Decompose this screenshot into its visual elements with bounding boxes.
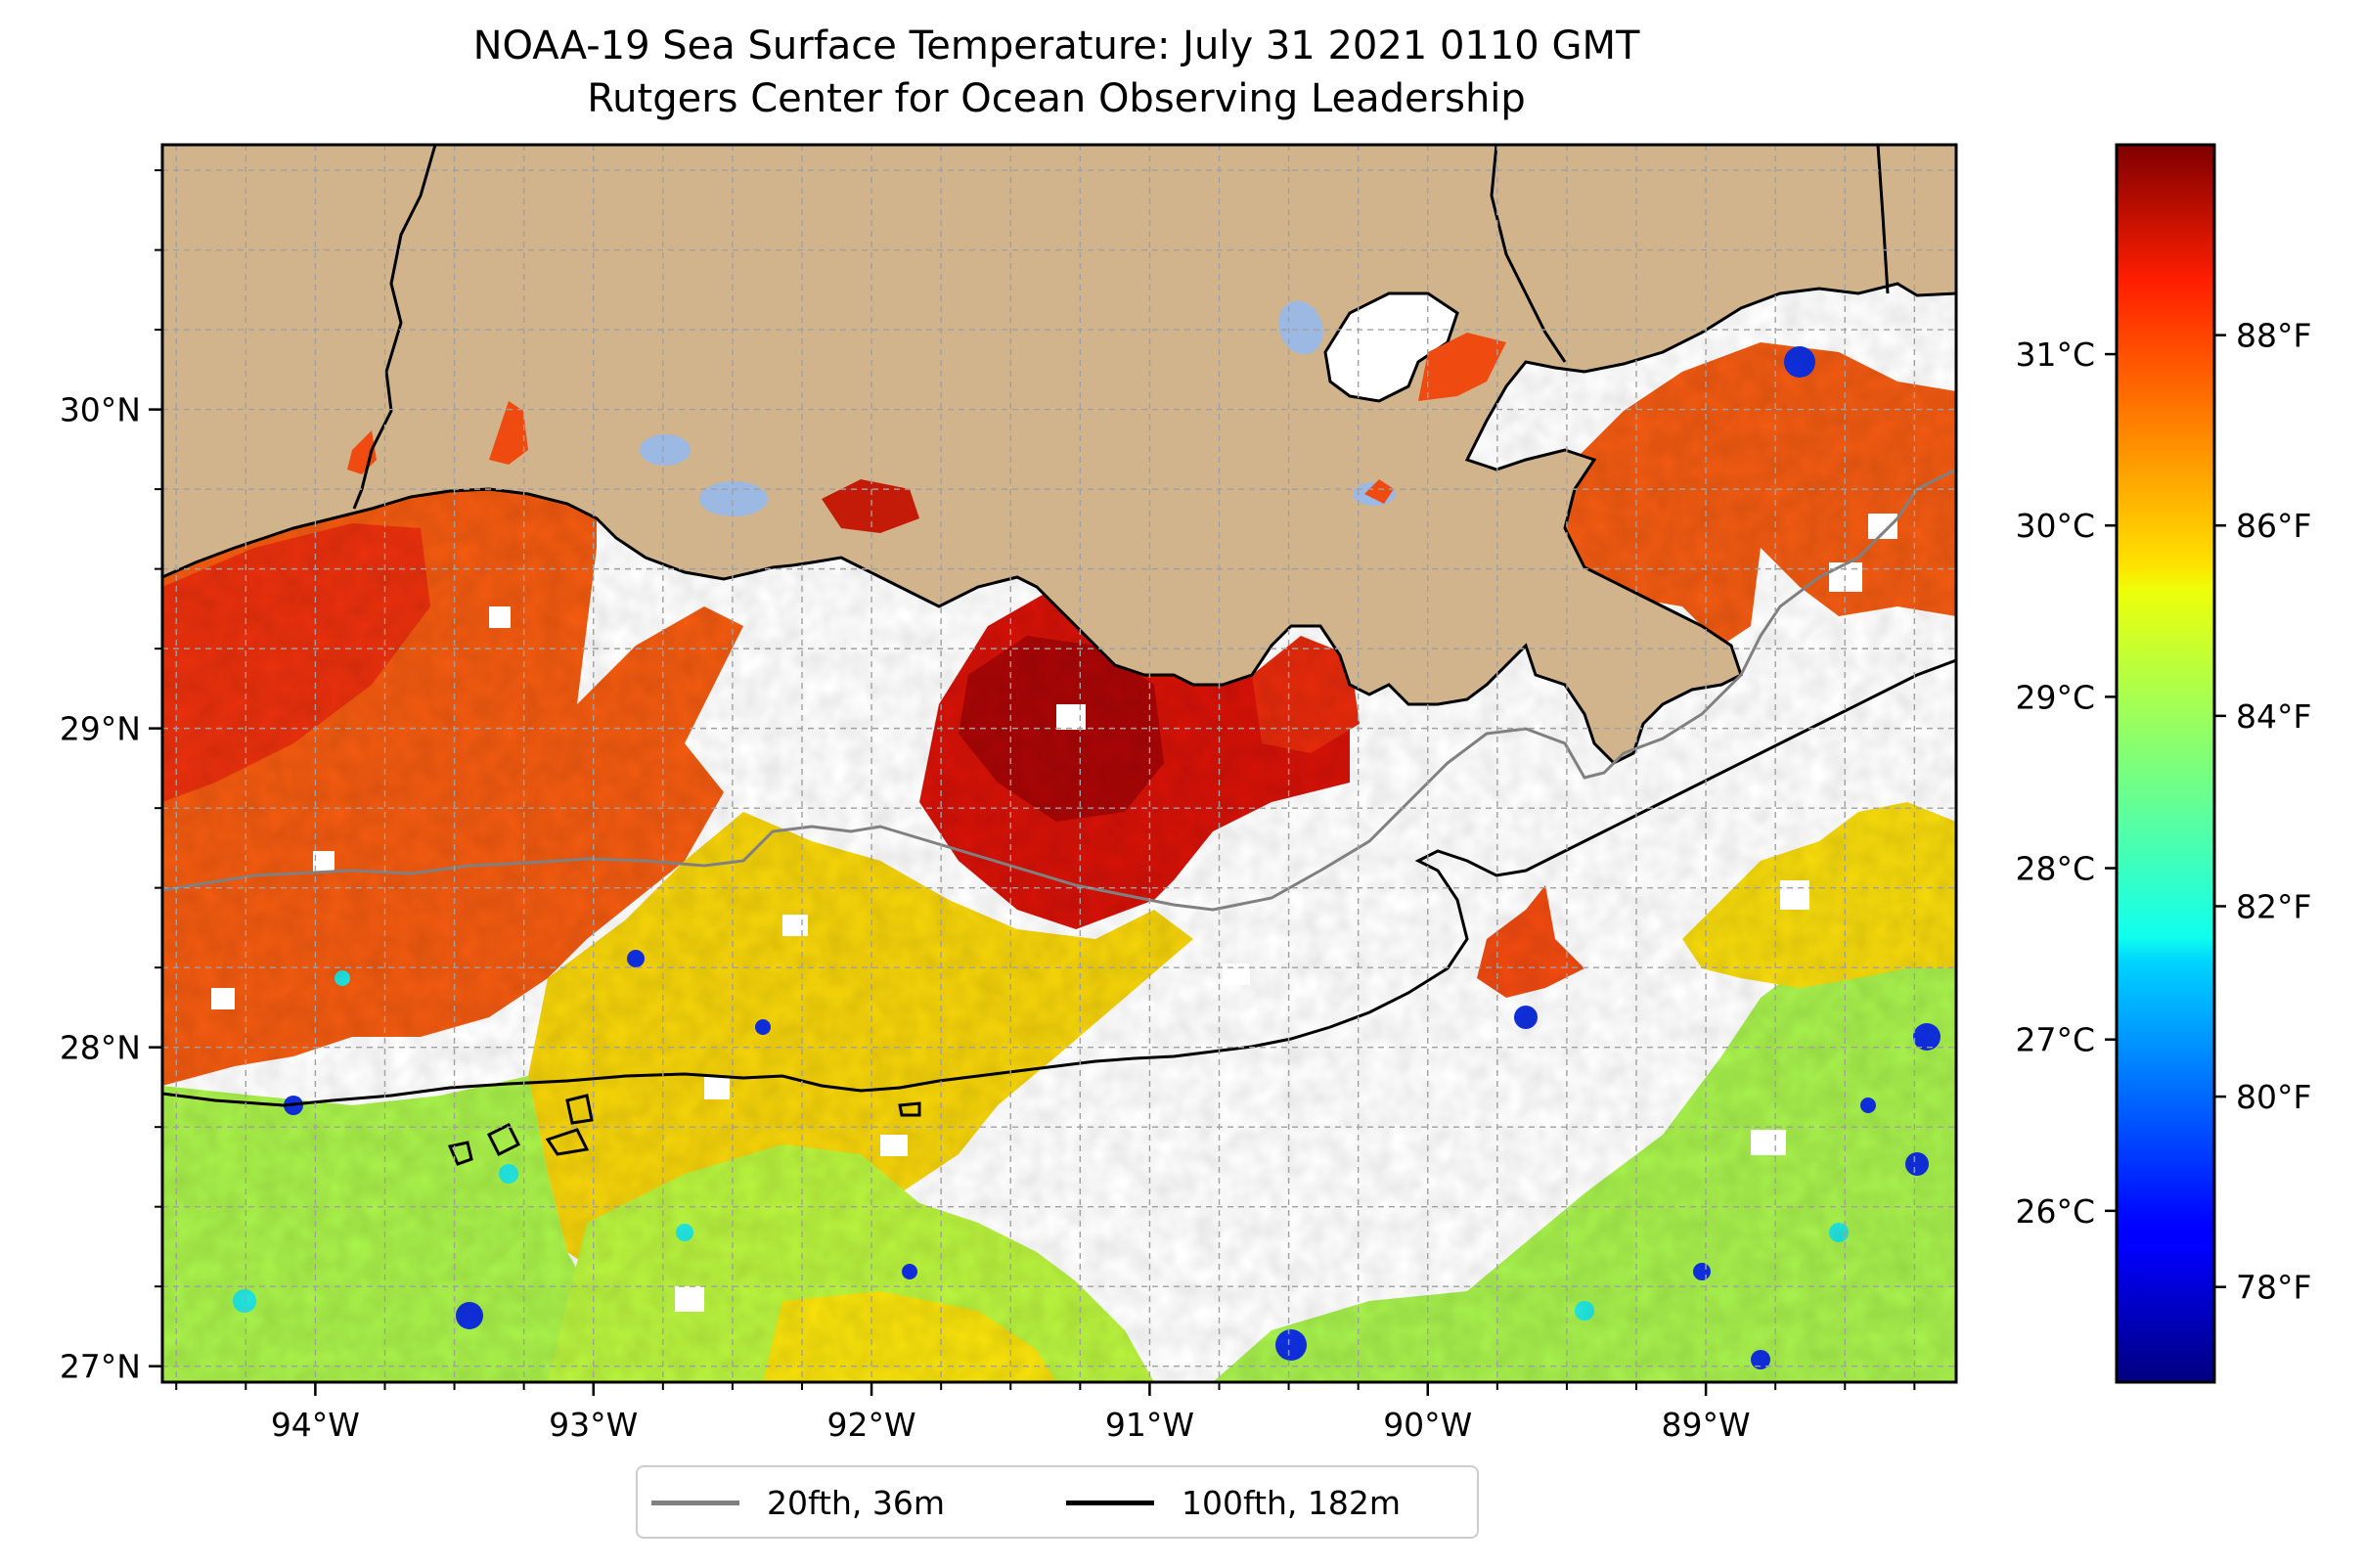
colorbar-label-f: 80°F	[2236, 1078, 2311, 1116]
legend-item-100fth: 100fth, 182m	[1066, 1467, 1401, 1539]
x-tick-label: 89°W	[1662, 1406, 1751, 1444]
land-mass	[162, 145, 1956, 763]
isobath-legend: 20fth, 36m 100fth, 182m	[636, 1465, 1479, 1539]
map-gridlines	[162, 145, 1956, 1382]
colorbar-scale	[2117, 145, 2214, 1382]
y-tick-label: 28°N	[60, 1029, 141, 1067]
legend-label-100fth: 100fth, 182m	[1182, 1484, 1401, 1522]
colorbar-label-f: 88°F	[2236, 317, 2311, 355]
colorbar-label-f: 84°F	[2236, 697, 2311, 736]
colorbar-label-f: 86°F	[2236, 507, 2311, 545]
x-axis: 94°W 93°W 92°W 91°W 90°W 89°W	[175, 1382, 1916, 1444]
colorbar-ticks: 78°F 80°F 82°F 84°F 86°F 88°F 26°C 27°C 28°C 29°C…	[2015, 317, 2311, 1307]
lake-pontchartrain-sst	[1418, 333, 1506, 401]
map-frame	[160, 143, 1958, 1384]
inland-sst-patches	[347, 401, 1394, 533]
colorbar-label-f: 78°F	[2236, 1269, 2311, 1307]
isobath-100fth-islands	[447, 1094, 921, 1166]
x-tick-label: 93°W	[549, 1406, 638, 1444]
y-tick-label: 30°N	[60, 391, 141, 429]
no-data-holes	[211, 514, 1897, 1312]
y-tick-label: 29°N	[60, 710, 141, 748]
colorbar-label-c: 28°C	[2015, 850, 2095, 888]
map-subtitle: Rutgers Center for Ocean Observing Leade…	[587, 76, 1526, 121]
colorbar-label-c: 31°C	[2015, 336, 2095, 374]
colorbar-frame	[2115, 143, 2216, 1384]
colorbar-label-c: 27°C	[2015, 1021, 2095, 1059]
y-tick-label: 27°N	[60, 1348, 141, 1386]
x-tick-label: 90°W	[1383, 1406, 1472, 1444]
coastline	[162, 282, 1956, 765]
x-tick-label: 92°W	[827, 1406, 916, 1444]
x-tick-label: 94°W	[271, 1406, 360, 1444]
legend-swatch-gray	[651, 1501, 739, 1505]
colorbar-label-c: 29°C	[2015, 678, 2095, 716]
map-title: NOAA-19 Sea Surface Temperature: July 31…	[472, 23, 1640, 68]
legend-swatch-black	[1066, 1501, 1154, 1505]
colorbar-label-c: 30°C	[2015, 507, 2095, 545]
colorbar-label-c: 26°C	[2015, 1192, 2095, 1231]
isobath-20fth	[162, 468, 1956, 912]
colorbar-label-f: 82°F	[2236, 887, 2311, 925]
legend-item-20fth: 20fth, 36m	[651, 1467, 945, 1539]
x-tick-label: 91°W	[1105, 1406, 1194, 1444]
borders	[352, 145, 1890, 510]
legend-label-20fth: 20fth, 36m	[767, 1484, 945, 1522]
y-axis: 27°N 28°N 29°N 30°N	[60, 169, 162, 1386]
map-panel	[162, 145, 1956, 1382]
